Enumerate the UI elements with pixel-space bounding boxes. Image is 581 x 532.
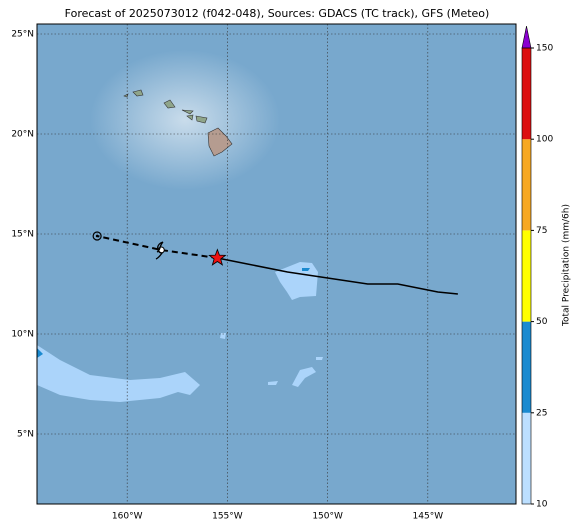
storm-symbol — [155, 241, 164, 260]
colorbar-segment — [522, 412, 531, 504]
colorbar-tick-label: 150 — [536, 44, 553, 54]
lat-tick-label: 10°N — [11, 330, 34, 340]
forecast-end-dot — [95, 234, 99, 238]
colorbar-tick-label: 75 — [536, 226, 547, 236]
lat-tick-label: 15°N — [11, 230, 34, 240]
island-glow — [90, 50, 280, 190]
forecast-end — [92, 231, 102, 241]
lat-tick-label: 25°N — [11, 30, 34, 40]
hawaiian-islands — [123, 89, 233, 157]
lon-tick-label: 150°W — [312, 512, 343, 522]
colorbar-frame — [521, 47, 532, 505]
past-track — [217, 257, 458, 295]
colorbar-tick-label: 100 — [536, 135, 553, 145]
lon-tick-label: 155°W — [212, 512, 243, 522]
map-area — [37, 24, 516, 504]
colorbar-extend — [521, 25, 532, 49]
lat-tick-label: 5°N — [17, 430, 34, 440]
colorbar-tick-label: 10 — [536, 500, 548, 510]
lat-tick-label: 20°N — [11, 130, 34, 140]
current-position — [208, 248, 227, 266]
colorbar-segment — [522, 139, 531, 231]
precip-moderate — [37, 348, 43, 358]
colorbar-segment — [522, 230, 531, 322]
colorbar-label: Total Precipitation (mm/6h) — [562, 204, 572, 327]
colorbar-tick-label: 25 — [536, 408, 547, 418]
forecast-track — [96, 235, 218, 259]
map-title: Forecast of 2025073012 (f042-048), Sourc… — [65, 7, 490, 20]
graticule — [37, 24, 516, 504]
colorbar-segment — [522, 321, 531, 413]
colorbar: 10 25 50 75 100 150 — [521, 25, 553, 510]
colorbar-segment — [522, 48, 531, 140]
lon-tick-label: 160°W — [112, 512, 143, 522]
lon-tick-label: 145°W — [413, 512, 444, 522]
map-frame — [36, 23, 517, 505]
precip-moderate — [302, 268, 310, 271]
colorbar-tick-label: 50 — [536, 317, 548, 327]
